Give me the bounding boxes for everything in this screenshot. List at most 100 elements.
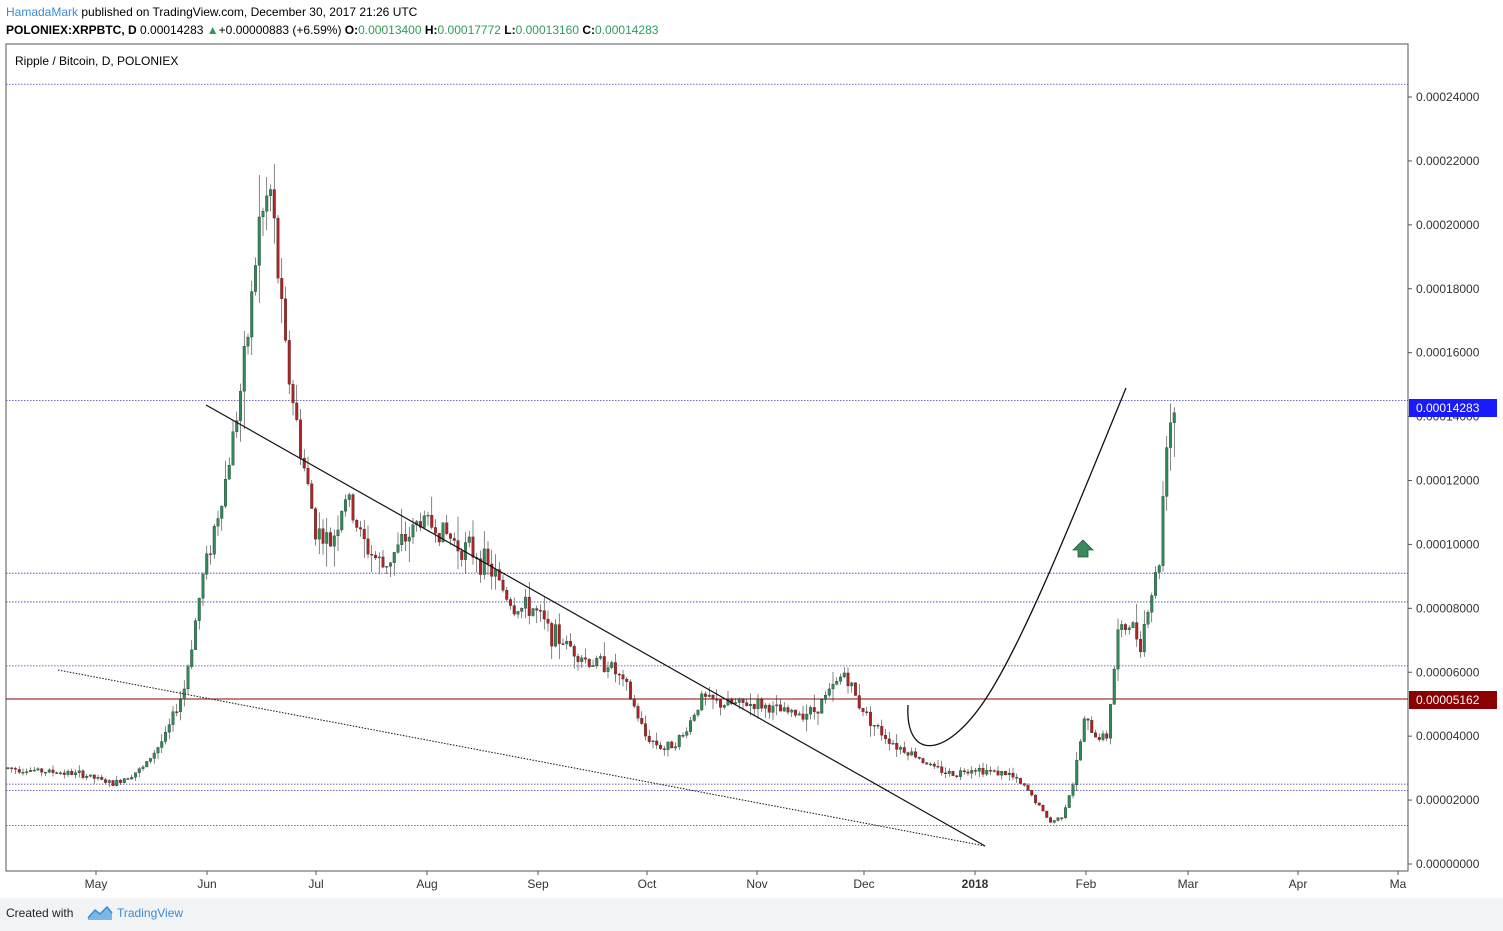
y-tick-label: 0.00022000: [1416, 154, 1480, 168]
candle-body: [44, 771, 47, 774]
candle-body: [1052, 820, 1056, 823]
candle-body: [659, 744, 662, 749]
x-tick-label: Aug: [416, 877, 437, 891]
candle-body: [1026, 785, 1030, 791]
candle-body: [501, 579, 505, 591]
created-with-label: Created with: [6, 906, 74, 920]
y-tick-label: 0.00006000: [1416, 665, 1480, 679]
candle-body: [655, 740, 659, 746]
candle-body: [880, 726, 884, 736]
candle-body: [685, 731, 689, 736]
candle-body: [351, 494, 355, 521]
chart-title: Ripple / Bitcoin, D, POLONIEX: [15, 54, 178, 68]
candle-body: [81, 770, 85, 778]
chart-header: HamadaMark published on TradingView.com,…: [0, 0, 1503, 42]
candle-body: [531, 608, 535, 616]
candle-body: [460, 550, 464, 560]
candle-body: [449, 533, 452, 539]
candle-body: [1146, 612, 1150, 625]
candle-body: [715, 699, 719, 701]
candle-body: [865, 711, 869, 713]
candle-body: [404, 534, 407, 542]
candle-body: [955, 775, 959, 777]
candle-body: [1109, 704, 1112, 739]
candle-body: [505, 590, 509, 600]
candle-body: [914, 751, 917, 758]
candle-body: [96, 777, 100, 779]
candle-body: [490, 563, 494, 577]
last-price: 0.00014283: [140, 23, 204, 37]
candle-body: [381, 556, 385, 568]
candle-body: [134, 772, 137, 778]
candle-body: [625, 678, 629, 683]
candle-body: [921, 758, 925, 763]
candle-body: [1071, 784, 1075, 796]
y-tick-label: 0.00002000: [1416, 793, 1480, 807]
candle-body: [445, 522, 449, 534]
candle-body: [201, 574, 205, 599]
candle-body: [629, 681, 632, 699]
candle-body: [786, 707, 790, 713]
candle-body: [426, 514, 430, 517]
candle-body: [344, 499, 347, 512]
candle-body: [235, 420, 239, 432]
candle-body: [276, 217, 280, 279]
candle-body: [374, 554, 377, 559]
candle-body: [1075, 759, 1079, 786]
high-label: H:: [424, 23, 438, 37]
candle-body: [970, 770, 974, 774]
candle-body: [321, 528, 325, 544]
candle-body: [572, 646, 576, 657]
tradingview-logo-icon[interactable]: [87, 904, 113, 922]
candle-body: [1060, 817, 1064, 819]
candle-body: [569, 640, 572, 647]
candle-body: [370, 554, 374, 556]
candle-body: [801, 713, 805, 720]
low-label: L:: [504, 23, 516, 37]
candle-body: [347, 494, 351, 500]
candle-body: [366, 538, 370, 555]
x-tick-label: Nov: [746, 877, 767, 891]
candle-body: [47, 769, 51, 773]
candle-body: [430, 514, 434, 528]
candle-body: [411, 524, 415, 538]
candle-body: [32, 769, 36, 772]
candle-body: [692, 714, 696, 721]
wedge-lower-trendline: [57, 669, 986, 847]
candle-body: [775, 704, 779, 707]
candle-body: [1161, 496, 1165, 566]
candle-body: [812, 707, 816, 712]
candle-body: [77, 770, 81, 773]
candle-body: [14, 768, 17, 770]
candle-body: [239, 391, 242, 421]
candle-body: [494, 569, 497, 577]
candle-body: [1154, 572, 1157, 596]
candle-body: [1000, 771, 1004, 776]
candle-body: [546, 618, 550, 624]
candle-body: [516, 611, 520, 615]
y-tick-label: 0.00010000: [1416, 537, 1480, 551]
candle-body: [614, 662, 617, 675]
support-price-badge: [1409, 691, 1497, 709]
candle-body: [29, 770, 32, 772]
candle-body: [842, 672, 846, 678]
author-link[interactable]: HamadaMark: [6, 5, 79, 19]
candle-body: [539, 610, 542, 612]
candlesticks: [6, 163, 1176, 824]
candle-body: [355, 520, 359, 528]
x-tick-label: Ma: [1390, 877, 1407, 891]
tradingview-link[interactable]: TradingView: [117, 906, 184, 920]
open-label: O:: [344, 23, 359, 37]
up-arrow-icon: [1072, 539, 1094, 558]
candle-body: [92, 774, 96, 779]
candle-body: [902, 747, 906, 753]
y-tick-label: 0.00016000: [1416, 346, 1480, 360]
candle-body: [164, 732, 167, 742]
x-tick-label: May: [85, 877, 108, 891]
candle-body: [895, 742, 899, 750]
symbol-label[interactable]: POLONIEX:XRPBTC, D: [6, 23, 137, 37]
candle-body: [696, 709, 700, 716]
candle-body: [1116, 629, 1120, 670]
candle-body: [291, 384, 295, 404]
